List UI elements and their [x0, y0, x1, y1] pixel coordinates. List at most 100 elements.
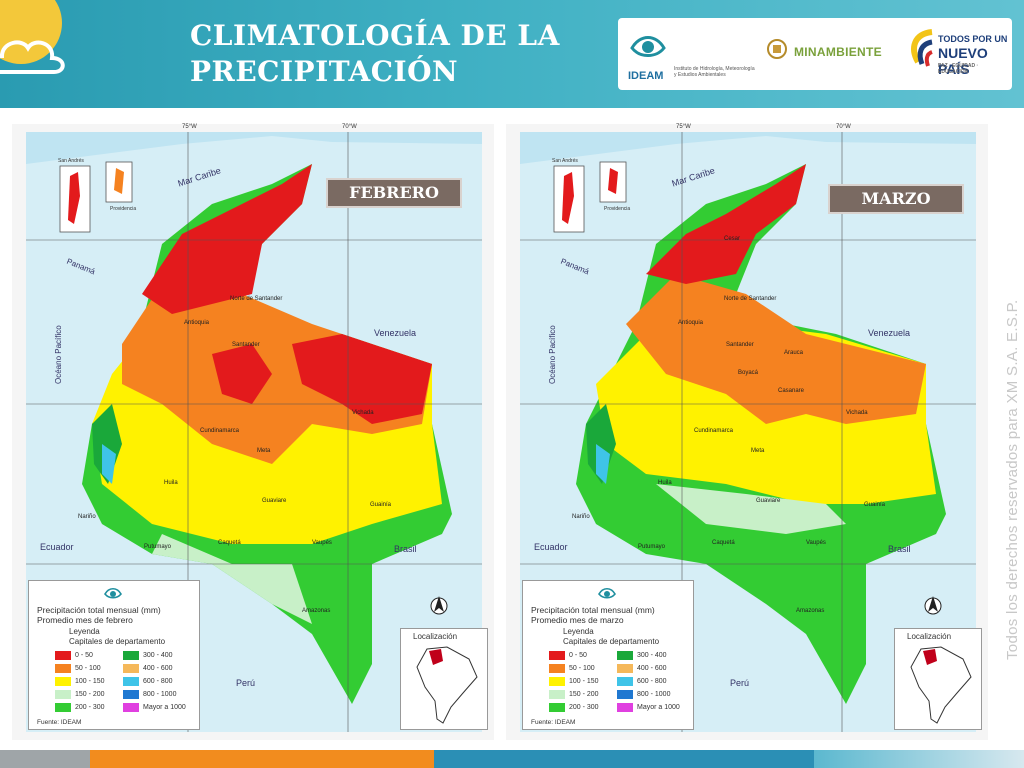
legend-swatch-7: [617, 677, 633, 686]
legend-label-7: 600 - 800: [637, 678, 667, 685]
label-santander: Santander: [232, 342, 260, 348]
label-guaviare: Guaviare: [756, 498, 781, 504]
label-amazonas: Amazonas: [302, 608, 331, 614]
north-arrow-icon: [924, 596, 942, 615]
cloud-icon: [0, 40, 65, 74]
legend-label-9: Mayor a 1000: [143, 704, 186, 711]
legend-source: Fuente: IDEAM: [37, 719, 82, 726]
label-san-andres: San Andrés: [58, 158, 84, 164]
label-norte-santander: Norte de Santander: [724, 296, 777, 302]
legend-swatch-3: [55, 690, 71, 699]
map-panel-marzo: Mar Caribe Océano Pacífico Panamá Venezu…: [506, 124, 988, 740]
label-san-andres: San Andrés: [552, 158, 578, 164]
legend-title: Precipitación total mensual (mm) Promedi…: [37, 605, 161, 625]
legend-swatch-2: [55, 677, 71, 686]
todos-por-un-nuevo-pais-logo: TODOS POR UN NUEVO PAÍS PAZ · EQUIDAD · …: [908, 28, 1008, 82]
label-providencia: Providencia: [110, 206, 137, 212]
label-vichada: Vichada: [352, 410, 374, 416]
legend-label-6: 400 - 600: [637, 665, 667, 672]
label-peru: Perú: [730, 678, 750, 688]
label-vaupes: Vaupés: [806, 540, 826, 546]
todos-line-1: TODOS POR UN: [938, 34, 1008, 44]
legend-caption: Leyenda Capitales de departamento: [563, 627, 659, 647]
legend-swatch-6: [617, 664, 633, 673]
label-antioquia: Antioquia: [184, 320, 210, 326]
logos-box: IDEAM Instituto de Hidrología, Meteorolo…: [618, 18, 1012, 90]
legend-swatch-1: [55, 664, 71, 673]
label-venezuela: Venezuela: [868, 328, 911, 338]
legend-capitals-caption: Capitales de departamento: [69, 637, 166, 646]
legend-swatch-8: [617, 690, 633, 699]
legend-swatch-0: [549, 651, 565, 660]
legend-swatch-9: [617, 703, 633, 712]
label-putumayo: Putumayo: [638, 544, 666, 550]
bottom-color-bar: [0, 750, 1024, 768]
label-oceano-pacifico: Océano Pacífico: [548, 325, 557, 384]
legend-swatch-4: [549, 703, 565, 712]
month-label-febrero: FEBRERO: [326, 178, 462, 208]
legend-swatch-8: [123, 690, 139, 699]
month-label-marzo: MARZO: [828, 184, 964, 214]
label-guaviare: Guaviare: [262, 498, 287, 504]
ideam-small-icon: [104, 587, 122, 599]
coat-of-arms-icon: [767, 39, 787, 59]
legend-febrero: Precipitación total mensual (mm) Promedi…: [28, 580, 200, 730]
label-cesar: Cesar: [724, 236, 741, 242]
legend-label-0: 0 - 50: [569, 652, 587, 659]
label-brasil: Brasil: [394, 544, 417, 554]
legend-swatch-7: [123, 677, 139, 686]
label-vaupes: Vaupés: [312, 540, 332, 546]
label-ecuador: Ecuador: [534, 542, 568, 552]
legend-label-7: 600 - 800: [143, 678, 173, 685]
legend-source: Fuente: IDEAM: [531, 719, 576, 726]
ideam-eye-icon: [630, 36, 666, 57]
label-huila: Huila: [658, 480, 672, 486]
location-title: Localización: [907, 632, 952, 641]
legend-label-6: 400 - 600: [143, 665, 173, 672]
grid-label-70w: 70°W: [342, 124, 357, 130]
ideam-logo: IDEAM Instituto de Hidrología, Meteorolo…: [628, 26, 758, 82]
minambiente-text: MINAMBIENTE: [794, 45, 882, 59]
legend-label-5: 300 - 400: [143, 652, 173, 659]
title-line-2: PRECIPITACIÓN: [190, 55, 459, 88]
label-cundinamarca: Cundinamarca: [200, 428, 240, 434]
bottom-bar-blue: [434, 750, 814, 768]
copyright-watermark: Todos los derechos reservados para XM S.…: [1004, 299, 1021, 660]
flag-swirl-icon: [911, 29, 933, 67]
south-america-locator-map: [910, 646, 972, 724]
legend-title-line-1: Precipitación total mensual (mm): [531, 605, 655, 615]
bottom-bar-light: [814, 750, 1024, 768]
label-caqueta: Caquetá: [218, 540, 241, 546]
label-arauca: Arauca: [784, 350, 804, 356]
location-inset: Localización: [400, 628, 488, 730]
bottom-bar-gray: [0, 750, 90, 768]
label-santander: Santander: [726, 342, 754, 348]
label-vichada: Vichada: [846, 410, 868, 416]
label-meta: Meta: [751, 448, 765, 454]
legend-swatch-3: [549, 690, 565, 699]
legend-title-line-2: Promedio mes de febrero: [37, 615, 133, 625]
north-arrow-icon: [430, 596, 448, 615]
location-title: Localización: [413, 632, 458, 641]
legend-swatch-0: [55, 651, 71, 660]
legend-title-line-1: Precipitación total mensual (mm): [37, 605, 161, 615]
label-amazonas: Amazonas: [796, 608, 825, 614]
minambiente-logo: MINAMBIENTE: [766, 38, 890, 68]
legend-label-3: 150 - 200: [569, 691, 599, 698]
legend-label-8: 800 - 1000: [143, 691, 177, 698]
legend-capitals-caption: Capitales de departamento: [563, 637, 660, 646]
label-narino: Nariño: [572, 514, 590, 520]
legend-title-line-2: Promedio mes de marzo: [531, 615, 624, 625]
label-antioquia: Antioquia: [678, 320, 704, 326]
label-boyaca: Boyacá: [738, 370, 759, 376]
label-ecuador: Ecuador: [40, 542, 74, 552]
legend-label-1: 50 - 100: [75, 665, 101, 672]
grid-label-75w: 75°W: [676, 124, 691, 130]
south-america-locator-map: [416, 646, 478, 724]
label-brasil: Brasil: [888, 544, 911, 554]
legend-label-0: 0 - 50: [75, 652, 93, 659]
header-banner: CLIMATOLOGÍA DE LA PRECIPITACIÓN IDEAM I…: [0, 0, 1024, 108]
label-guainia: Guainía: [370, 502, 392, 508]
legend-swatch-6: [123, 664, 139, 673]
label-huila: Huila: [164, 480, 178, 486]
